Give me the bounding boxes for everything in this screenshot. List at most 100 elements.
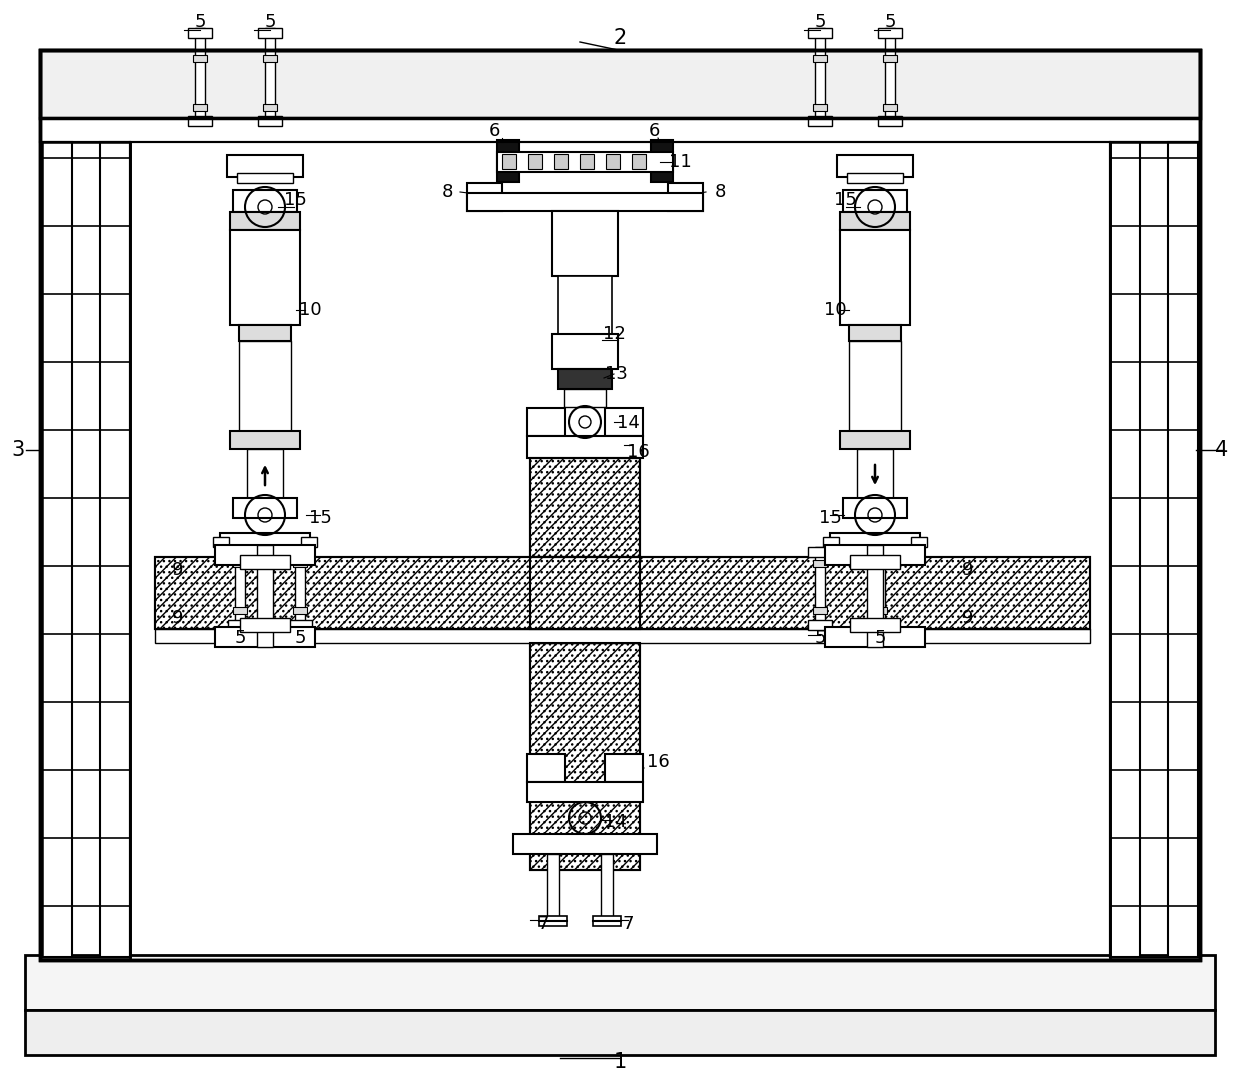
Bar	[529, 557, 640, 629]
Bar	[527, 755, 565, 782]
Bar	[467, 183, 502, 211]
Text: 9: 9	[172, 561, 184, 579]
Bar	[606, 154, 620, 169]
Bar	[215, 545, 315, 565]
Bar	[263, 55, 277, 62]
Bar	[25, 1010, 1215, 1055]
Bar	[233, 560, 247, 568]
Bar	[188, 116, 212, 126]
Bar	[229, 212, 300, 230]
Text: 14: 14	[604, 813, 626, 831]
Bar	[155, 557, 1090, 629]
Text: 9: 9	[962, 561, 973, 579]
Bar	[873, 608, 887, 614]
Bar	[257, 545, 273, 648]
Bar	[668, 183, 703, 211]
Bar	[529, 557, 640, 629]
Text: 1: 1	[614, 1052, 626, 1072]
Text: 15: 15	[833, 191, 857, 209]
Bar	[847, 173, 903, 183]
Text: 5: 5	[264, 13, 275, 31]
Bar	[513, 835, 657, 854]
Text: 10: 10	[299, 301, 321, 319]
Text: 7: 7	[622, 915, 634, 933]
Bar	[237, 173, 293, 183]
Bar	[547, 854, 559, 922]
Bar	[229, 431, 300, 449]
Bar	[1110, 142, 1198, 957]
Bar	[293, 560, 308, 568]
Bar	[873, 560, 887, 568]
Text: 5: 5	[234, 629, 246, 648]
Bar	[808, 620, 832, 630]
Bar	[808, 116, 832, 126]
Bar	[155, 557, 1090, 629]
Bar	[839, 431, 910, 449]
Bar	[213, 537, 229, 547]
Bar	[849, 618, 900, 632]
Bar	[527, 408, 565, 436]
Bar	[227, 155, 303, 177]
Bar	[813, 560, 827, 568]
Bar	[195, 28, 205, 118]
Bar	[25, 955, 1215, 1010]
Bar	[219, 533, 310, 551]
Bar	[529, 458, 640, 557]
Bar	[233, 608, 247, 614]
Bar	[229, 230, 300, 325]
Bar	[849, 325, 901, 341]
Bar	[155, 557, 1090, 629]
Text: 15: 15	[284, 191, 306, 209]
Bar	[241, 555, 290, 569]
Bar	[815, 28, 825, 118]
Bar	[301, 537, 317, 547]
Text: 5: 5	[884, 13, 895, 31]
Text: 9: 9	[172, 609, 184, 627]
Bar	[40, 50, 1200, 960]
Bar	[247, 449, 283, 501]
Text: 5: 5	[294, 629, 306, 648]
Text: 7: 7	[537, 915, 549, 933]
Bar	[605, 755, 644, 782]
Bar	[552, 211, 618, 276]
Bar	[529, 458, 640, 557]
Bar	[554, 154, 568, 169]
Bar	[849, 341, 901, 431]
Bar	[651, 141, 673, 182]
Text: 12: 12	[603, 325, 625, 343]
Bar	[528, 154, 542, 169]
Bar	[808, 28, 832, 38]
Bar	[883, 55, 897, 62]
Bar	[885, 28, 895, 118]
Bar	[1168, 142, 1198, 957]
Text: 5: 5	[874, 629, 885, 648]
Bar	[830, 533, 920, 551]
Bar	[42, 142, 72, 957]
Bar	[843, 190, 906, 212]
Bar	[911, 537, 928, 547]
Bar	[825, 627, 925, 648]
Text: 15: 15	[818, 509, 842, 528]
Bar	[193, 55, 207, 62]
Text: 14: 14	[616, 414, 640, 432]
Bar	[497, 141, 520, 182]
Text: 16: 16	[646, 753, 670, 771]
Text: 2: 2	[614, 28, 626, 48]
Bar	[265, 28, 275, 118]
Bar	[233, 190, 298, 212]
Bar	[601, 854, 613, 922]
Bar	[42, 142, 130, 957]
Bar	[867, 545, 883, 648]
Text: 8: 8	[714, 183, 725, 201]
Bar	[228, 547, 252, 557]
Bar	[839, 212, 910, 230]
Bar	[837, 155, 913, 177]
Bar	[295, 547, 305, 625]
Bar	[878, 116, 901, 126]
Bar	[1110, 142, 1140, 957]
Bar	[100, 142, 130, 957]
Bar	[808, 547, 832, 557]
Bar	[857, 449, 893, 501]
Bar	[239, 325, 291, 341]
Bar	[813, 608, 827, 614]
